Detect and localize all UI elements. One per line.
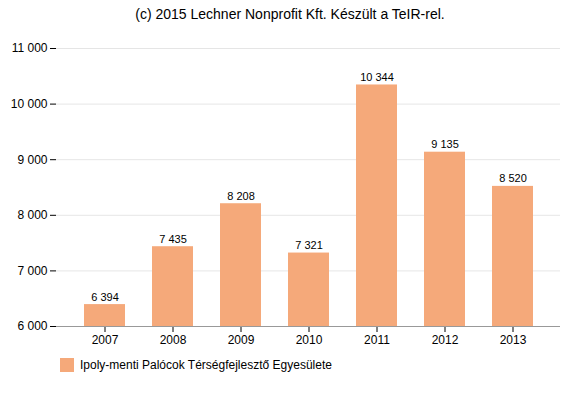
svg-text:2012: 2012 xyxy=(432,333,459,347)
svg-text:7 435: 7 435 xyxy=(159,233,187,245)
svg-text:7 000: 7 000 xyxy=(17,264,47,278)
svg-text:6 000: 6 000 xyxy=(17,319,47,333)
svg-text:10 344: 10 344 xyxy=(360,71,394,83)
svg-text:2011: 2011 xyxy=(364,333,390,347)
html-text:(c) 2015 Lechner Nonprofit Kft: (c) 2015 Lechner Nonprofit Kft. Készült … xyxy=(135,6,445,22)
svg-text:10 000: 10 000 xyxy=(11,97,48,111)
svg-text:8 208: 8 208 xyxy=(227,190,255,202)
svg-text:8 000: 8 000 xyxy=(17,208,47,222)
svg-text:2007: 2007 xyxy=(92,333,119,347)
svg-text:7 321: 7 321 xyxy=(295,239,323,251)
svg-text:8 520: 8 520 xyxy=(499,172,527,184)
svg-text:2009: 2009 xyxy=(228,333,255,347)
svg-text:9 135: 9 135 xyxy=(431,138,459,150)
svg-text:6 394: 6 394 xyxy=(91,291,119,303)
html-text:Ipoly-menti Palócok Térségfejl: Ipoly-menti Palócok Térségfejlesztő Egye… xyxy=(80,358,332,372)
svg-text:11 000: 11 000 xyxy=(12,41,48,55)
svg-text:2013: 2013 xyxy=(500,333,527,347)
svg-text:9 000: 9 000 xyxy=(17,153,47,167)
svg-text:2008: 2008 xyxy=(160,333,187,347)
svg-text:2010: 2010 xyxy=(296,333,323,347)
